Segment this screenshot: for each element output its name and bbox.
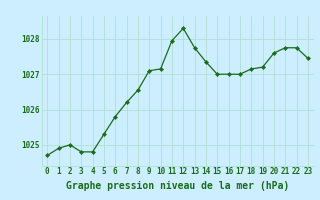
X-axis label: Graphe pression niveau de la mer (hPa): Graphe pression niveau de la mer (hPa) — [66, 181, 289, 191]
